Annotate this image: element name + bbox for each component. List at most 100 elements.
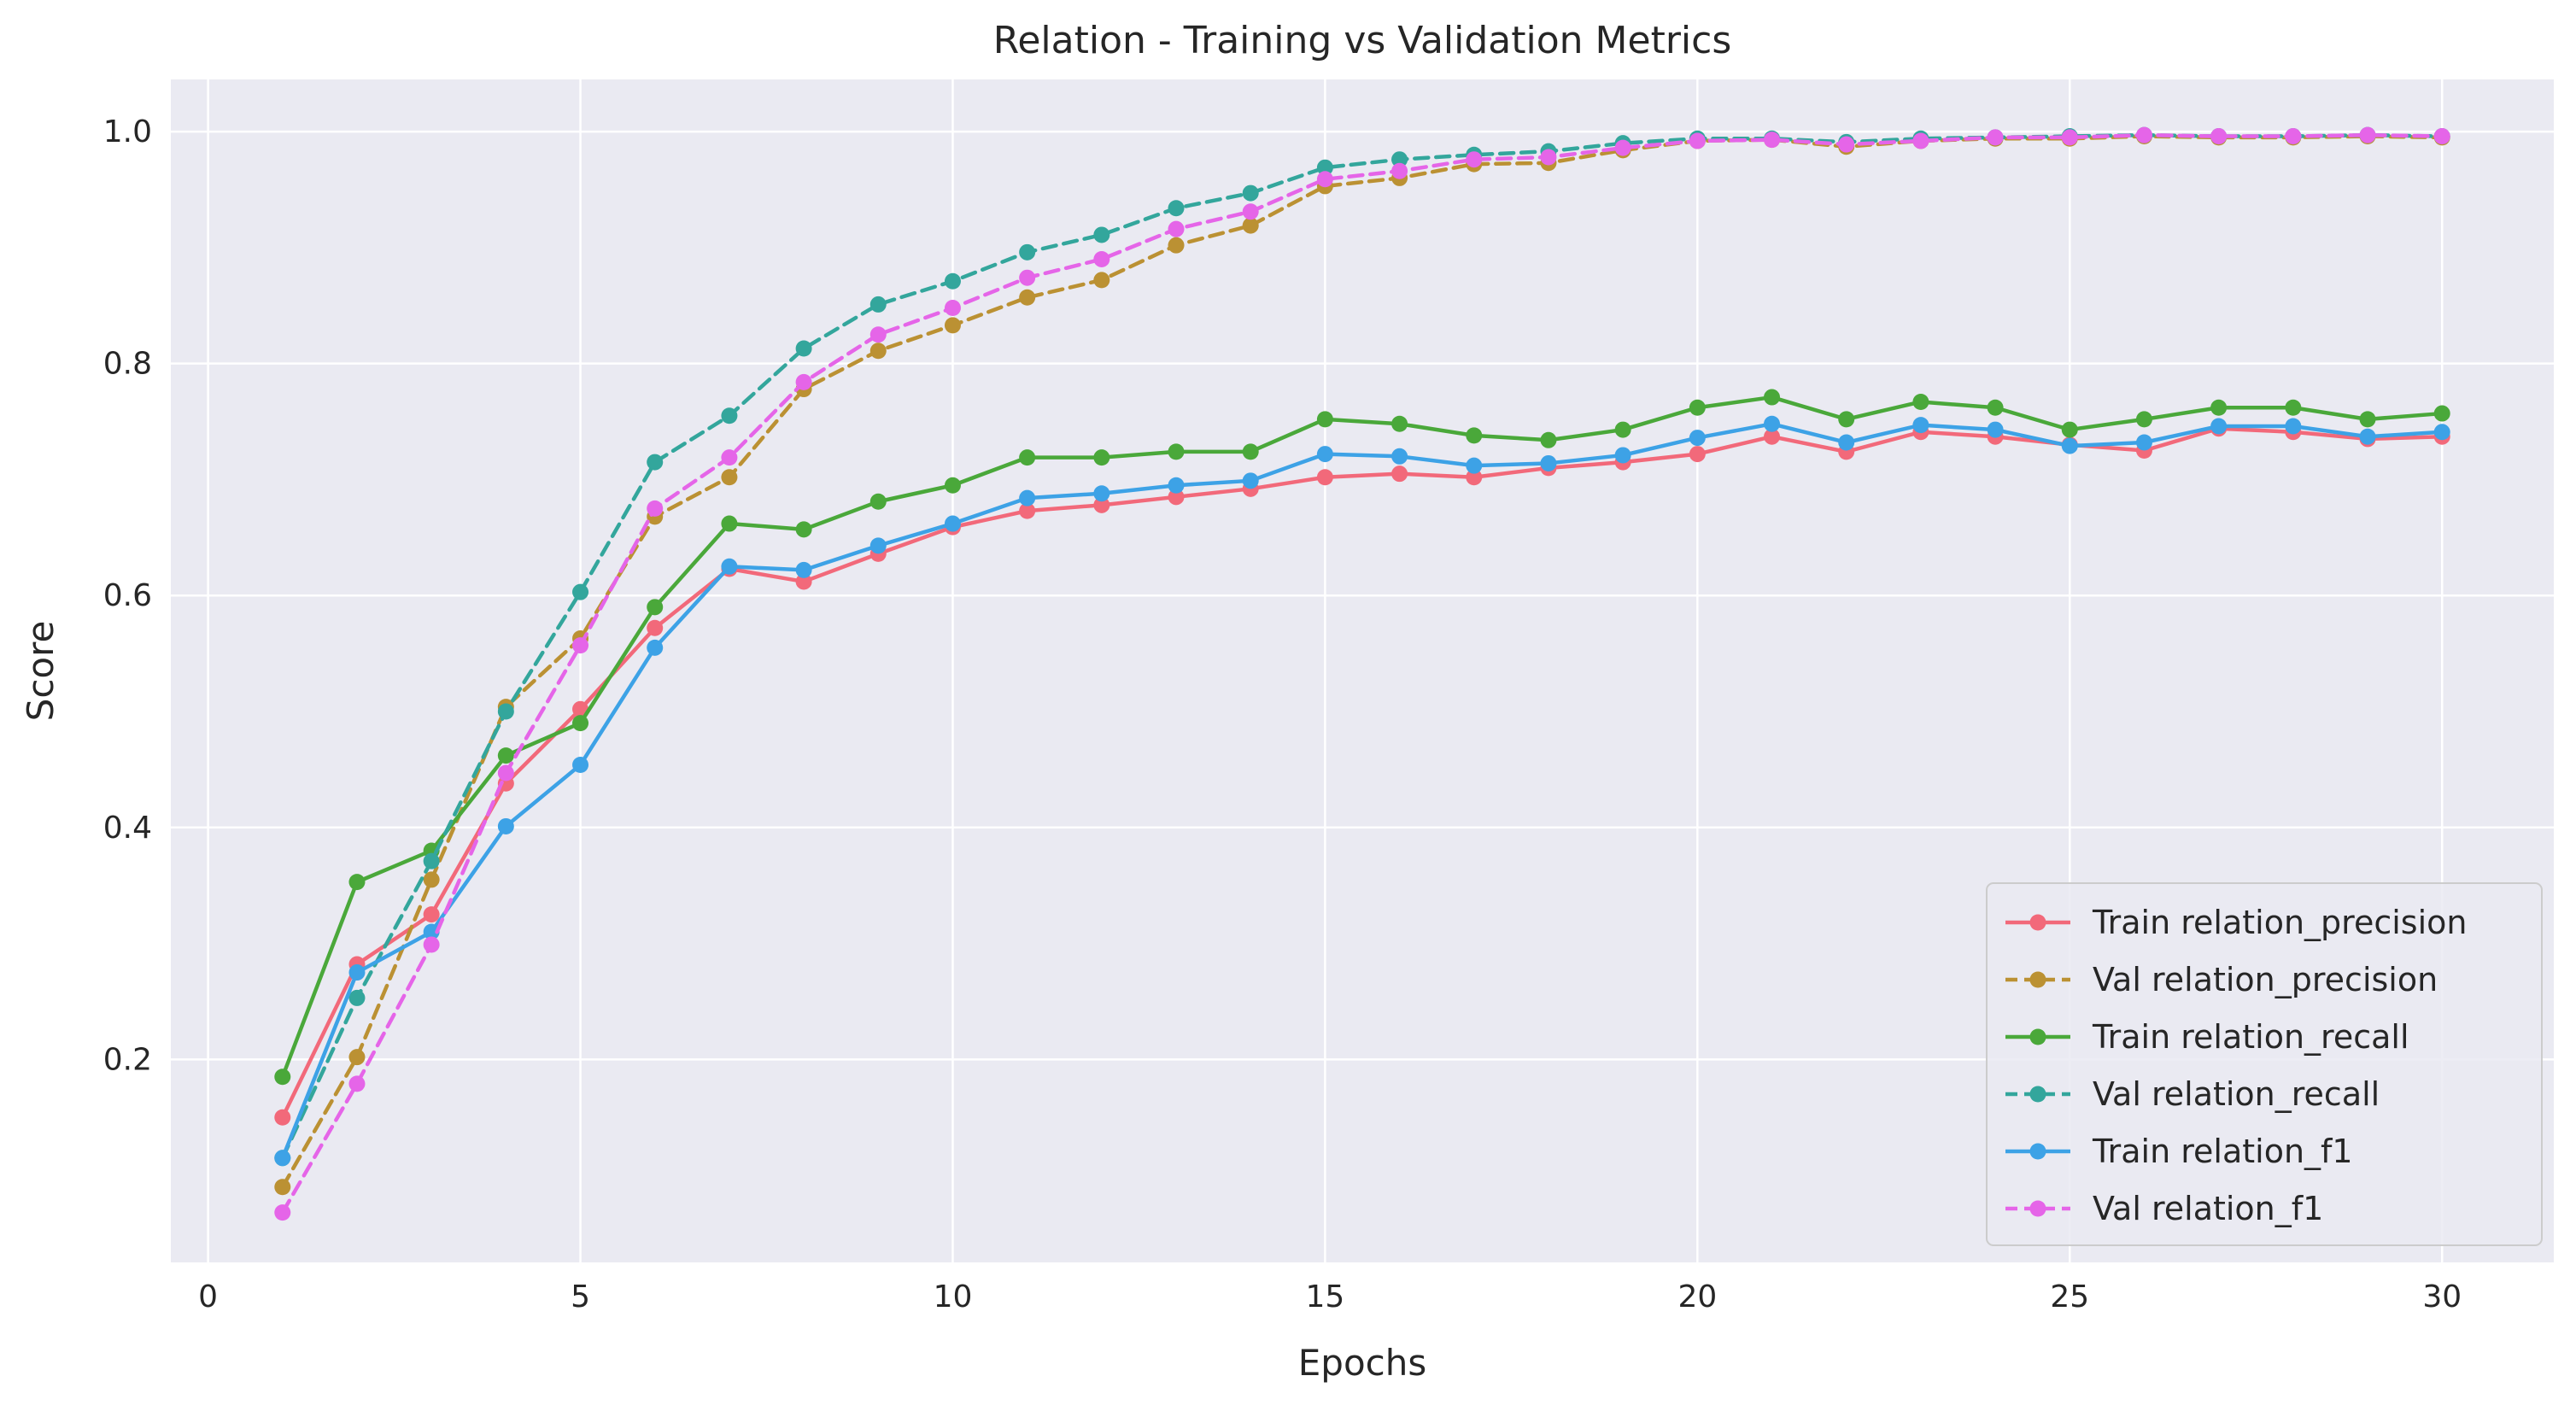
data-point: [795, 561, 812, 578]
data-point: [1019, 449, 1036, 466]
data-point: [274, 1068, 291, 1086]
data-point: [1316, 411, 1333, 428]
data-point: [944, 299, 961, 316]
data-point: [1466, 469, 1483, 486]
data-point: [348, 874, 366, 891]
data-point: [274, 1179, 291, 1196]
data-point: [1168, 220, 1185, 237]
data-point: [1168, 200, 1185, 217]
data-point: [1019, 289, 1036, 306]
data-point: [497, 764, 514, 782]
data-point: [423, 871, 440, 888]
data-point: [348, 989, 366, 1006]
data-point: [2135, 434, 2152, 451]
data-point: [2135, 411, 2152, 428]
x-tick-label: 5: [571, 1279, 590, 1314]
x-tick-label: 10: [934, 1279, 973, 1314]
data-point: [647, 639, 664, 656]
y-tick-label: 1.0: [103, 114, 152, 149]
data-point: [869, 296, 887, 313]
data-point: [721, 407, 738, 424]
legend-item: Train relation_f1: [2005, 1133, 2353, 1170]
legend-marker: [2029, 1028, 2046, 1045]
data-point: [1614, 421, 1631, 438]
data-point: [423, 923, 440, 940]
data-point: [1019, 502, 1036, 519]
data-point: [423, 936, 440, 953]
data-point: [1987, 421, 2004, 438]
data-point: [1689, 446, 1706, 463]
data-point: [572, 756, 589, 773]
tick-labels: 0 5 10 15 20 25 30 0.2 0.4 0.6 0.8 1.0: [103, 114, 2462, 1314]
chart-title: Relation - Training vs Validation Metric…: [993, 19, 1732, 62]
data-point: [721, 469, 738, 486]
data-point: [1764, 428, 1781, 445]
data-point: [1838, 136, 1855, 153]
data-point: [1764, 132, 1781, 149]
legend-marker: [2029, 1086, 2046, 1103]
data-point: [1168, 489, 1185, 506]
x-axis-title: Epochs: [1298, 1342, 1427, 1384]
data-point: [944, 477, 961, 494]
data-point: [795, 573, 812, 590]
x-tick-label: 20: [1677, 1279, 1717, 1314]
series-train-relation-recall: [274, 389, 2450, 1086]
data-point: [869, 343, 887, 360]
data-point: [2210, 128, 2228, 145]
data-point: [1093, 449, 1110, 466]
data-point: [1614, 139, 1631, 156]
legend-marker: [2029, 971, 2046, 988]
data-point: [869, 493, 887, 510]
data-point: [1242, 184, 1259, 202]
legend-label: Val relation_f1: [2093, 1190, 2323, 1227]
data-point: [274, 1150, 291, 1167]
data-point: [1316, 469, 1333, 486]
legend-marker: [2029, 1143, 2046, 1160]
data-point: [1168, 443, 1185, 460]
legend-label: Train relation_recall: [2092, 1018, 2409, 1056]
y-tick-label: 0.6: [103, 578, 152, 613]
data-point: [795, 340, 812, 357]
data-point: [869, 537, 887, 554]
data-point: [1019, 243, 1036, 261]
data-point: [1391, 162, 1408, 179]
y-tick-label: 0.2: [103, 1042, 152, 1077]
data-point: [348, 964, 366, 981]
data-point: [2285, 418, 2302, 435]
data-point: [1466, 151, 1483, 168]
data-point: [721, 515, 738, 532]
data-point: [869, 326, 887, 343]
y-axis-title: Score: [20, 621, 61, 722]
data-point: [497, 817, 514, 834]
data-point: [2359, 428, 2376, 445]
data-point: [1838, 411, 1855, 428]
data-point: [2135, 126, 2152, 143]
data-point: [1019, 489, 1036, 506]
data-point: [2210, 418, 2228, 435]
data-point: [647, 454, 664, 471]
data-point: [2359, 126, 2376, 143]
data-point: [1093, 226, 1110, 243]
data-point: [1764, 389, 1781, 406]
data-point: [721, 449, 738, 466]
legend-frame: [1986, 882, 2543, 1246]
data-point: [1093, 485, 1110, 502]
data-point: [1689, 132, 1706, 149]
data-point: [1987, 399, 2004, 416]
data-point: [2433, 405, 2450, 422]
data-point: [1093, 272, 1110, 289]
legend-item: Val relation_precision: [2005, 961, 2438, 998]
data-point: [944, 515, 961, 532]
data-point: [1689, 430, 1706, 447]
data-point: [1540, 431, 1557, 448]
data-point: [1540, 149, 1557, 166]
data-point: [1391, 465, 1408, 483]
legend-label: Val relation_recall: [2093, 1075, 2380, 1113]
legend-item: Val relation_f1: [2005, 1190, 2323, 1227]
data-point: [2061, 437, 2078, 454]
data-point: [1316, 171, 1333, 188]
series-train-relation-f1: [274, 415, 2450, 1167]
data-point: [572, 715, 589, 732]
series-line: [280, 132, 2444, 1215]
